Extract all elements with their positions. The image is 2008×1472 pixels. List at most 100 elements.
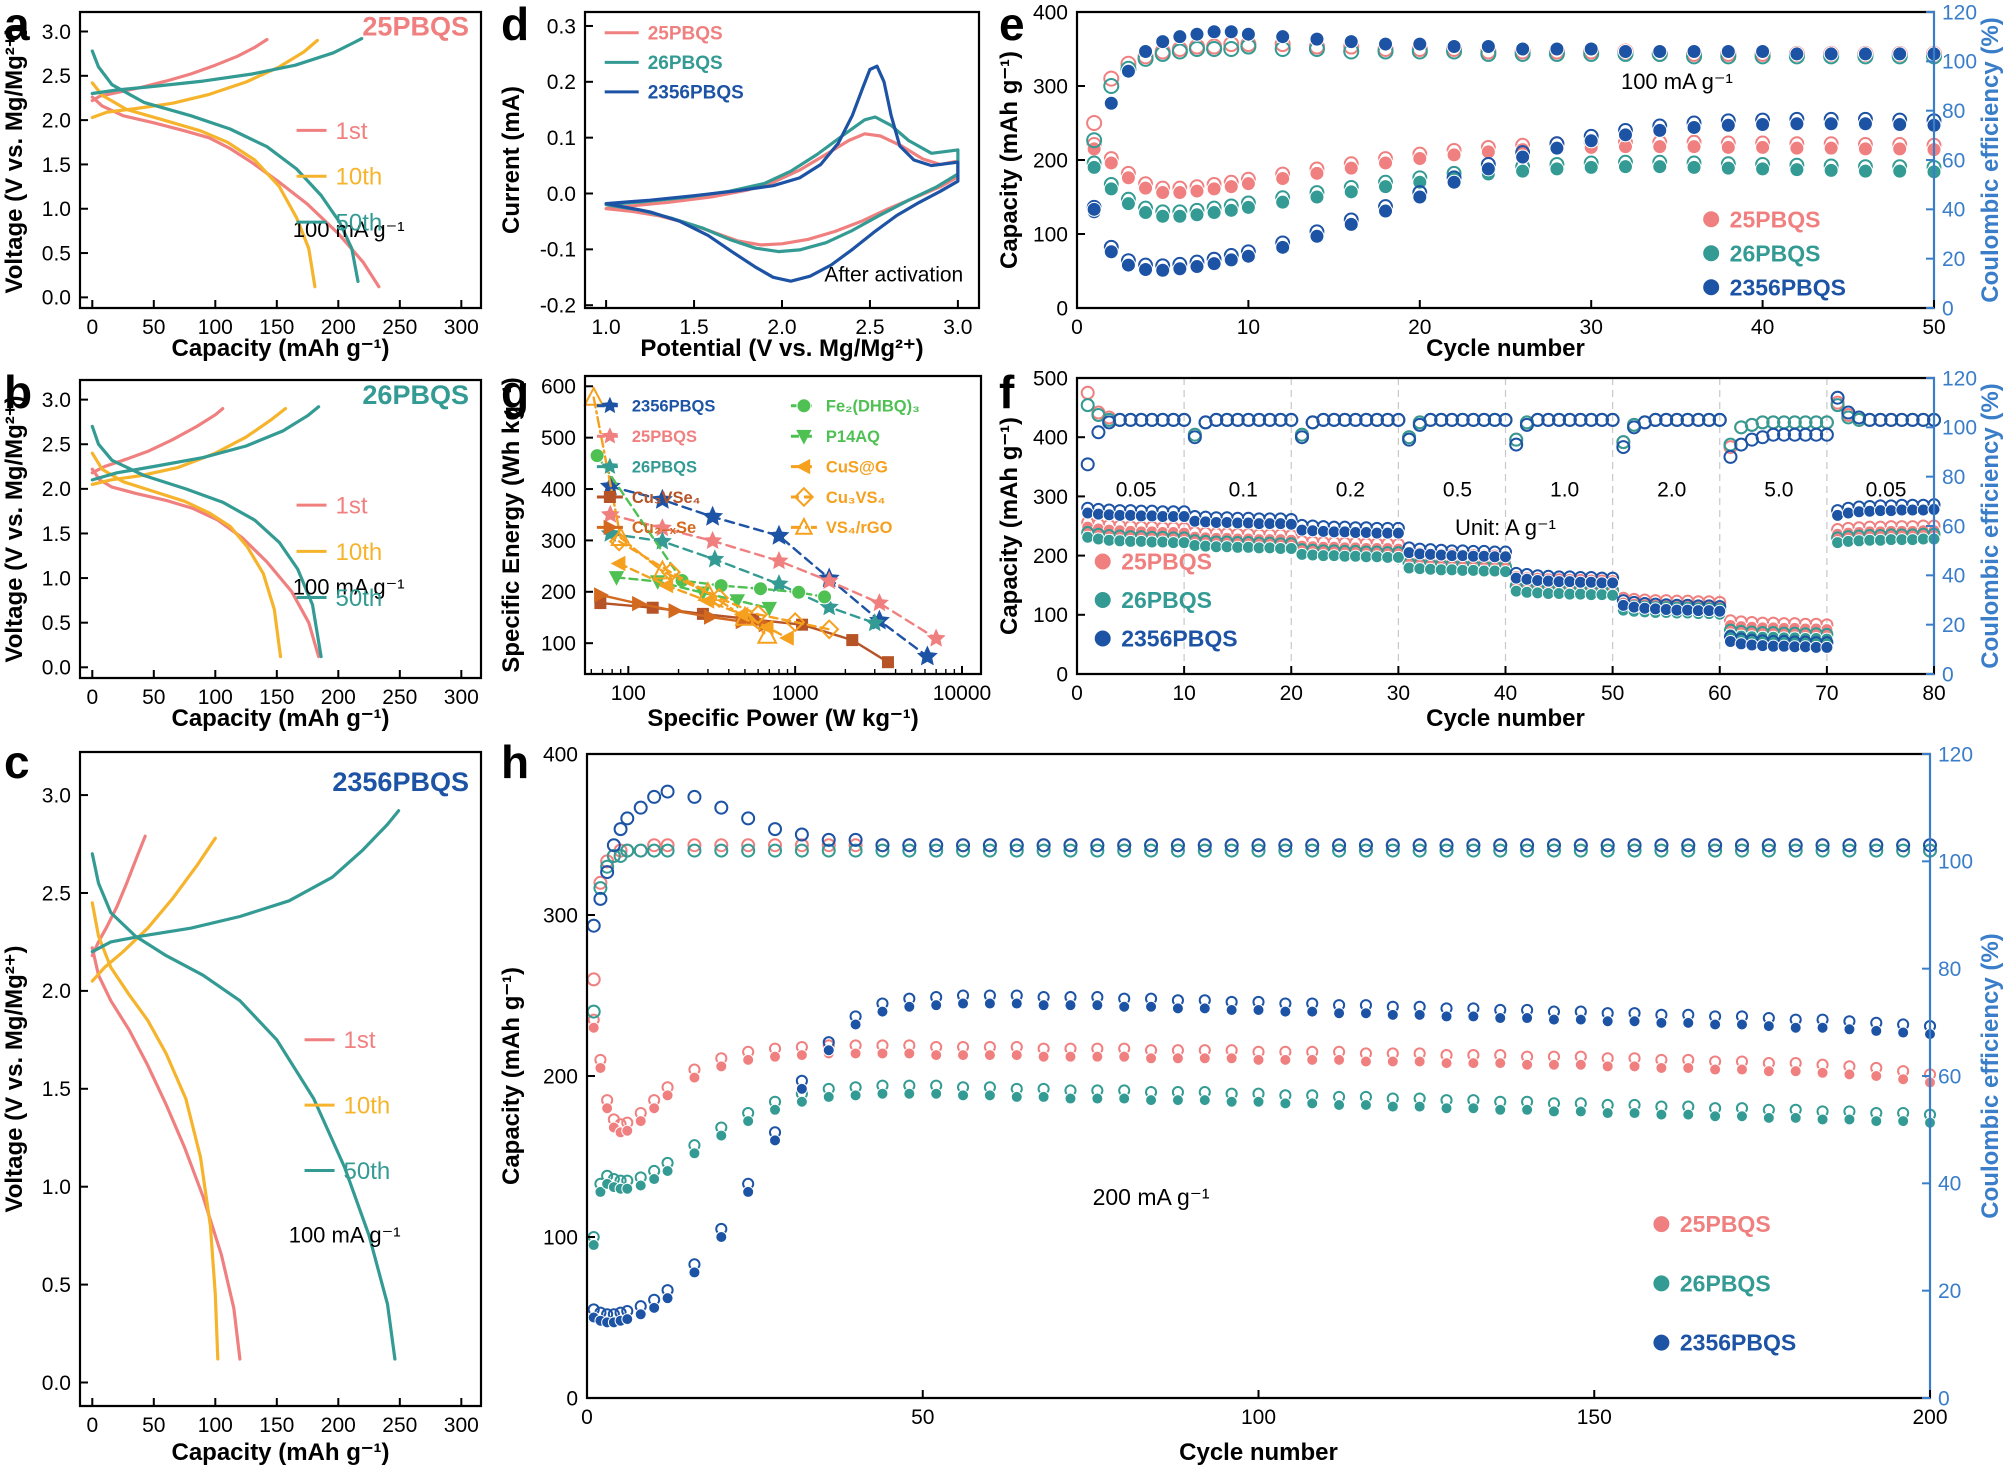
svg-text:1.0: 1.0 <box>42 1176 71 1199</box>
svg-text:Cu₂₋ₓSe: Cu₂₋ₓSe <box>632 519 696 537</box>
svg-text:Specific Power (W kg⁻¹): Specific Power (W kg⁻¹) <box>647 705 918 732</box>
svg-text:80: 80 <box>1942 466 1965 489</box>
svg-text:Capacity (mAh g⁻¹): Capacity (mAh g⁻¹) <box>171 705 389 732</box>
svg-text:1.0: 1.0 <box>42 198 71 221</box>
panel-letter-f: f <box>999 366 1015 418</box>
svg-text:600: 600 <box>541 376 576 399</box>
svg-text:100: 100 <box>198 686 233 709</box>
svg-text:2.5: 2.5 <box>42 882 71 905</box>
svg-text:1.0: 1.0 <box>592 316 621 339</box>
svg-text:2.5: 2.5 <box>42 65 71 88</box>
svg-text:2.0: 2.0 <box>1657 478 1686 501</box>
svg-text:100: 100 <box>1033 604 1068 627</box>
chart-rate-performance: 0 10 20 30 40 50 60 70 8001002003004005000204060… <box>996 368 2004 732</box>
svg-text:3.0: 3.0 <box>42 21 71 44</box>
svg-text:100: 100 <box>198 316 233 339</box>
svg-text:30: 30 <box>1387 682 1410 705</box>
svg-text:20: 20 <box>1280 682 1303 705</box>
svg-text:200: 200 <box>1033 545 1068 568</box>
svg-text:40: 40 <box>1942 565 1965 588</box>
svg-text:50th: 50th <box>336 210 383 237</box>
svg-text:25PBQS: 25PBQS <box>632 428 697 446</box>
svg-text:100: 100 <box>198 1414 233 1437</box>
svg-text:0: 0 <box>581 1406 593 1429</box>
svg-text:20: 20 <box>1938 1280 1961 1303</box>
svg-text:120: 120 <box>1942 368 1977 390</box>
svg-text:0.05: 0.05 <box>1116 478 1157 501</box>
svg-text:100: 100 <box>543 1226 578 1249</box>
svg-text:50: 50 <box>1922 316 1945 339</box>
svg-text:Unit: A g⁻¹: Unit: A g⁻¹ <box>1455 515 1556 540</box>
svg-text:0: 0 <box>1938 1387 1950 1410</box>
svg-text:1st: 1st <box>344 1027 376 1054</box>
chart-ragone-plot: 100 1000 10000 100 200 300 400 500 600 Specific P… <box>498 374 991 732</box>
svg-text:50: 50 <box>142 1414 165 1437</box>
svg-text:0.5: 0.5 <box>42 612 71 635</box>
svg-text:50: 50 <box>142 686 165 709</box>
panel-letter-c: c <box>4 736 30 788</box>
svg-text:Cycle number: Cycle number <box>1179 1439 1338 1466</box>
svg-text:1.0: 1.0 <box>1550 478 1579 501</box>
svg-text:-0.1: -0.1 <box>540 239 576 262</box>
svg-text:80: 80 <box>1938 958 1961 981</box>
svg-text:500: 500 <box>1033 368 1068 390</box>
svg-text:3.0: 3.0 <box>42 389 71 412</box>
svg-text:2.5: 2.5 <box>42 434 71 457</box>
svg-text:0.2: 0.2 <box>1336 478 1365 501</box>
svg-text:150: 150 <box>259 316 294 339</box>
svg-text:100: 100 <box>1033 223 1068 246</box>
panel-letter-d: d <box>501 0 530 50</box>
svg-text:300: 300 <box>1033 75 1068 98</box>
svg-text:2.0: 2.0 <box>42 980 71 1003</box>
svg-text:80: 80 <box>1922 682 1945 705</box>
svg-text:200: 200 <box>321 1414 356 1437</box>
svg-text:0.1: 0.1 <box>547 127 576 150</box>
svg-text:300: 300 <box>543 904 578 927</box>
panel-letter-h: h <box>501 736 530 788</box>
svg-text:VS₄/rGO: VS₄/rGO <box>826 519 893 537</box>
chart-galvanostatic-26pbqs: 0 50 100 150 200 250 300 0.0 0.5 1.0 1.5 2.0 2.5 3.0 C… <box>1 378 483 732</box>
svg-text:40: 40 <box>1942 199 1965 222</box>
svg-text:2.0: 2.0 <box>42 478 71 501</box>
svg-text:200: 200 <box>321 316 356 339</box>
svg-text:60: 60 <box>1942 149 1965 172</box>
svg-text:3.0: 3.0 <box>42 784 71 807</box>
svg-text:10th: 10th <box>336 539 383 566</box>
svg-text:250: 250 <box>382 686 417 709</box>
chart-galvanostatic-2356pbqs: 0 50 100 150 200 250 300 0.0 0.5 1.0 1.5 2.0 2.5 3.0 C… <box>1 750 483 1466</box>
svg-text:100 mA g⁻¹: 100 mA g⁻¹ <box>293 575 405 600</box>
svg-text:0: 0 <box>566 1387 578 1410</box>
svg-text:CuS@G: CuS@G <box>826 458 888 476</box>
svg-text:Cycle number: Cycle number <box>1426 705 1585 732</box>
panel-a: 0 50 100 150 200 250 300 0.0 0.5 1.0 1.5 2.0 2.5 3.0 C… <box>0 0 497 368</box>
svg-text:0: 0 <box>1942 297 1954 320</box>
svg-text:200: 200 <box>1033 149 1068 172</box>
svg-text:30: 30 <box>1580 316 1603 339</box>
svg-text:Cu₃VS₄: Cu₃VS₄ <box>826 489 886 507</box>
svg-text:0.1: 0.1 <box>1229 478 1258 501</box>
svg-text:100: 100 <box>1938 851 1973 874</box>
panel-f: 0 10 20 30 40 50 60 70 80 0 100 200 300 400 500 0 20 40 60… <box>995 368 2008 738</box>
svg-text:0: 0 <box>86 316 98 339</box>
svg-text:0: 0 <box>1942 663 1954 686</box>
svg-text:0.2: 0.2 <box>547 71 576 94</box>
svg-text:Cycle number: Cycle number <box>1426 335 1585 362</box>
svg-text:0.0: 0.0 <box>42 657 71 680</box>
chart-cycling-100ma: 0 10 20 30 40 500100200300400020406080100120C… <box>996 1 2004 362</box>
svg-text:200: 200 <box>321 686 356 709</box>
svg-text:0.0: 0.0 <box>42 1372 71 1395</box>
chart-galvanostatic-25pbqs: 0 50 100 150 200 250 300 0.0 0.5 1.0 1.5 2.0 2.5 3.0 C… <box>1 10 483 362</box>
svg-text:0.3: 0.3 <box>547 15 576 38</box>
svg-text:10: 10 <box>1172 682 1195 705</box>
svg-text:1.5: 1.5 <box>42 523 71 546</box>
svg-text:Capacity (mAh g⁻¹): Capacity (mAh g⁻¹) <box>171 1439 389 1466</box>
svg-text:100: 100 <box>1942 51 1977 74</box>
svg-text:150: 150 <box>259 686 294 709</box>
svg-text:60: 60 <box>1942 515 1965 538</box>
svg-text:200: 200 <box>543 1065 578 1088</box>
svg-text:60: 60 <box>1708 682 1731 705</box>
svg-text:100: 100 <box>541 633 576 656</box>
panel-letter-b: b <box>4 366 33 418</box>
svg-text:25PBQS: 25PBQS <box>1730 206 1821 232</box>
